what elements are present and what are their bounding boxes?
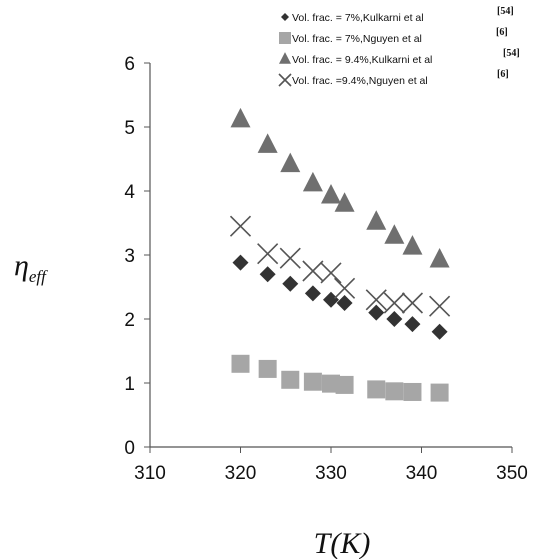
diamond-data-point bbox=[323, 291, 339, 308]
series-1-diamond-points bbox=[232, 254, 448, 340]
x-data-point bbox=[429, 295, 451, 317]
tick-labels: 310 320 330 340 350 0 1 2 3 4 5 6 bbox=[124, 54, 527, 484]
triangle-data-point bbox=[302, 171, 323, 192]
series-2-square-points bbox=[231, 354, 449, 402]
legend-label: Vol. frac. = 9.4%,Kulkarni et al bbox=[292, 54, 432, 66]
legend: Vol. frac. = 7%,Kulkarni et al[54]Vol. f… bbox=[278, 6, 520, 87]
legend-label: Vol. frac. = 7%,Nguyen et al bbox=[292, 33, 422, 45]
square-data-point bbox=[403, 382, 422, 401]
y-tick-label: 3 bbox=[124, 246, 135, 267]
square-data-point bbox=[335, 375, 354, 394]
triangle-data-point bbox=[257, 133, 278, 153]
y-axis-label-symbol: η bbox=[14, 249, 29, 282]
square-data-point bbox=[385, 382, 404, 401]
square-data-point bbox=[322, 374, 340, 393]
legend-diamond-marker bbox=[281, 13, 289, 21]
x-data-point bbox=[365, 289, 387, 311]
triangle-data-point bbox=[429, 247, 450, 268]
x-data-point bbox=[334, 277, 356, 299]
x-tick-label: 350 bbox=[496, 463, 528, 484]
y-tick-label: 1 bbox=[124, 374, 135, 395]
series-4-x-points bbox=[229, 215, 451, 317]
triangle-data-point bbox=[230, 107, 251, 128]
legend-entry: Vol. frac. = 7%,Nguyen et al [6] bbox=[279, 27, 508, 45]
diamond-data-point bbox=[232, 254, 249, 271]
series-3-triangle-points bbox=[230, 107, 450, 268]
triangle-data-point bbox=[384, 224, 405, 244]
diamond-data-point bbox=[336, 295, 353, 311]
legend-reference: [6] bbox=[497, 69, 509, 80]
y-axis-label-subscript: eff bbox=[29, 267, 48, 286]
y-tick-label: 2 bbox=[124, 310, 135, 331]
legend-entry: Vol. frac. =9.4%,Nguyen et al [6] bbox=[278, 69, 509, 87]
x-tick-label: 320 bbox=[225, 463, 257, 484]
square-data-point bbox=[430, 383, 449, 402]
x-tick-label: 330 bbox=[315, 463, 347, 484]
x-data-point bbox=[229, 215, 252, 237]
x-tick-label: 310 bbox=[134, 463, 166, 484]
square-data-point bbox=[367, 380, 386, 399]
data-points bbox=[229, 107, 451, 402]
legend-x-marker bbox=[278, 73, 292, 87]
legend-label: Vol. frac. =9.4%,Nguyen et al bbox=[292, 75, 428, 87]
triangle-data-point bbox=[334, 192, 355, 212]
x-data-point bbox=[401, 292, 424, 314]
x-tick-label: 340 bbox=[406, 463, 438, 484]
diamond-data-point bbox=[386, 311, 403, 327]
x-axis-label: T(K) bbox=[314, 527, 371, 559]
triangle-data-point bbox=[280, 152, 301, 173]
x-data-point bbox=[302, 260, 324, 282]
legend-entry: Vol. frac. = 7%,Kulkarni et al [54] bbox=[281, 6, 514, 24]
legend-entry: Vol. frac. = 9.4%,Kulkarni et al [54] bbox=[279, 48, 520, 66]
x-data-point bbox=[279, 247, 301, 269]
legend-reference: [54] bbox=[497, 6, 514, 17]
legend-triangle-marker bbox=[279, 52, 291, 64]
y-tick-label: 6 bbox=[124, 54, 135, 75]
diamond-data-point bbox=[304, 285, 321, 302]
x-data-point bbox=[383, 292, 405, 314]
triangle-data-point bbox=[366, 210, 387, 230]
y-tick-label: 0 bbox=[124, 438, 135, 459]
y-axis-label: ηeff bbox=[14, 249, 48, 286]
diamond-data-point bbox=[431, 323, 448, 340]
diamond-data-point bbox=[259, 266, 276, 283]
square-data-point bbox=[258, 359, 277, 378]
x-data-point bbox=[257, 243, 279, 265]
square-data-point bbox=[303, 372, 322, 391]
legend-reference: [6] bbox=[496, 27, 508, 38]
y-tick-label: 4 bbox=[124, 182, 135, 203]
x-data-point bbox=[320, 262, 342, 284]
square-data-point bbox=[231, 354, 250, 373]
triangle-data-point bbox=[402, 235, 423, 255]
diamond-data-point bbox=[368, 304, 385, 321]
legend-square-marker bbox=[279, 32, 291, 44]
triangle-data-point bbox=[321, 183, 341, 204]
square-data-point bbox=[281, 370, 300, 389]
diamond-data-point bbox=[404, 316, 421, 333]
legend-reference: [54] bbox=[503, 48, 520, 59]
legend-label: Vol. frac. = 7%,Kulkarni et al bbox=[292, 12, 424, 24]
y-tick-label: 5 bbox=[124, 118, 135, 139]
diamond-data-point bbox=[282, 275, 299, 292]
